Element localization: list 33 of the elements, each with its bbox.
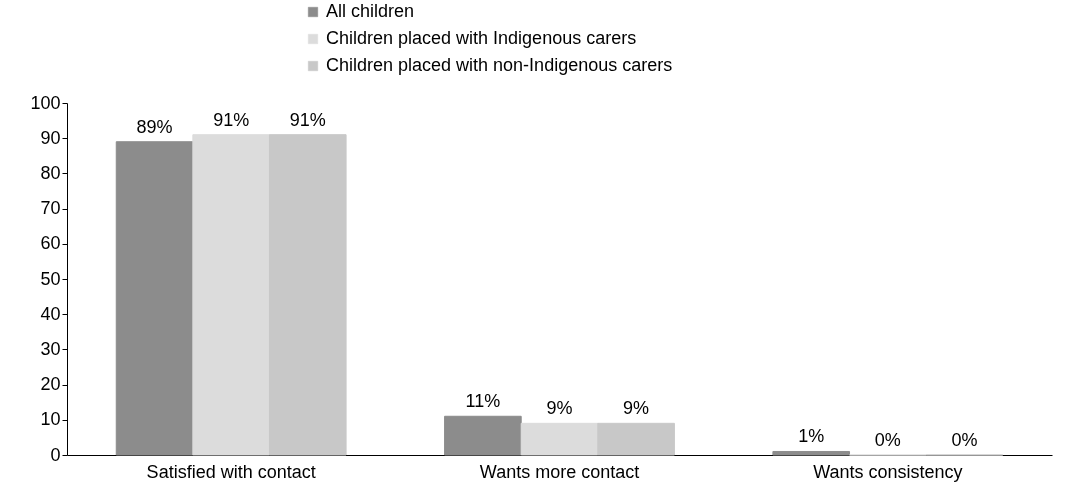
y-tick-label: 0: [50, 444, 61, 465]
y-tick-label: 70: [40, 198, 61, 219]
legend-label: All children: [326, 1, 415, 21]
bar: [772, 450, 851, 456]
data-label: 11%: [465, 391, 501, 412]
y-tick-label: 100: [30, 92, 61, 113]
bar: [268, 134, 347, 456]
data-label: 89%: [136, 116, 173, 137]
y-tick-label: 40: [40, 303, 61, 324]
bar: [520, 422, 599, 456]
y-tick-label: 20: [40, 374, 61, 395]
bar: [192, 134, 270, 456]
bar: [444, 415, 522, 456]
y-tick-label: 50: [40, 268, 61, 289]
bar: [597, 422, 675, 456]
legend-label: Children placed with Indigenous carers: [326, 28, 637, 48]
y-tick-label: 80: [40, 162, 61, 183]
x-tick-label: Wants consistency: [813, 461, 963, 482]
data-label: 91%: [289, 109, 326, 130]
data-label: 0%: [874, 430, 901, 450]
x-tick-label: Wants more contact: [479, 461, 640, 482]
data-label: 9%: [546, 398, 573, 419]
y-tick-label: 90: [40, 127, 61, 148]
legend-label: Children placed with non-Indigenous carers: [326, 55, 673, 75]
x-tick-label: Satisfied with contact: [146, 461, 316, 482]
y-tick-label: 30: [40, 338, 61, 359]
y-tick-label: 10: [40, 409, 61, 430]
data-label: 9%: [623, 398, 650, 419]
data-label: 1%: [798, 426, 825, 447]
data-label: 91%: [213, 109, 250, 130]
bar: [115, 141, 194, 456]
y-tick-label: 60: [40, 233, 61, 254]
data-label: 0%: [951, 430, 978, 450]
